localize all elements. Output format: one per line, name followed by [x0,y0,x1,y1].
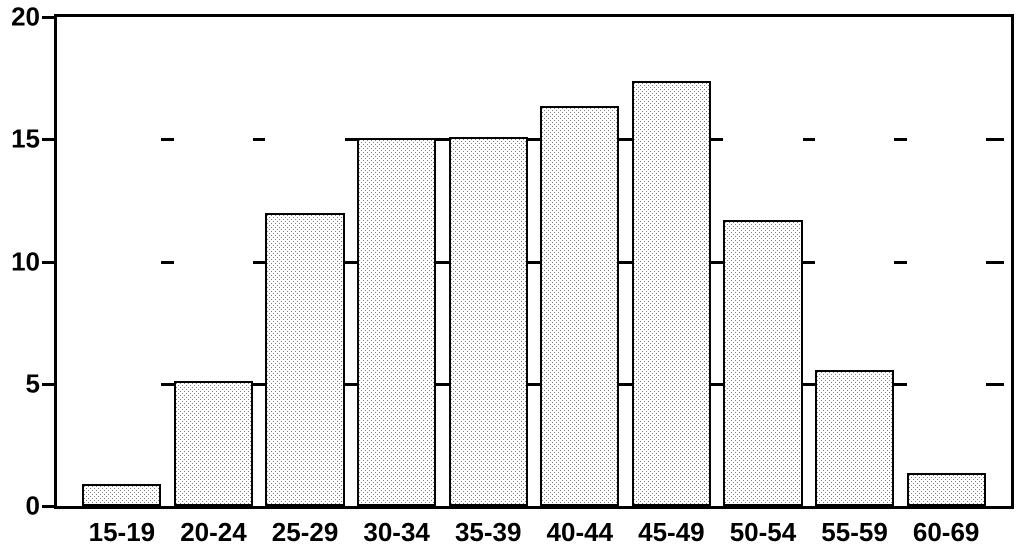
grid-dash [894,383,906,386]
y-tick-mark [42,383,54,386]
x-tick-label: 50-54 [730,517,797,548]
bar [265,213,344,506]
bar [449,137,528,506]
grid-dash [253,383,265,386]
grid-dash [711,383,723,386]
grid-dash [711,261,723,264]
x-tick-label: 40-44 [547,517,614,548]
grid-dash [161,138,173,141]
grid-dash [619,383,631,386]
grid-dash [986,261,1004,264]
bar [632,81,711,506]
plot-area [54,14,1014,509]
x-tick-label: 25-29 [272,517,339,548]
y-tick-label: 10 [0,246,40,277]
grid-dash [619,138,631,141]
grid-dash [528,383,540,386]
grid-dash [711,138,723,141]
bar [907,473,986,506]
x-tick-label: 15-19 [89,517,156,548]
grid-dash [528,261,540,264]
x-tick-label: 45-49 [638,517,705,548]
grid-dash [253,138,265,141]
grid-dash [619,261,631,264]
y-tick-mark [42,505,54,508]
grid-dash [345,383,357,386]
y-tick-mark [42,261,54,264]
y-tick-mark [42,16,54,19]
bar [723,220,802,506]
grid-dash [986,383,1004,386]
histogram-chart: 0 5 10 15 20 15-19 20-24 25-29 30-34 35-39 40-44 45… [0,0,1024,559]
grid-dash [528,138,540,141]
grid-dash [253,261,265,264]
y-tick-label: 20 [0,2,40,33]
x-tick-label: 55-59 [821,517,888,548]
grid-dash [345,261,357,264]
grid-dash [803,138,815,141]
bar [82,484,161,506]
x-tick-label: 35-39 [455,517,522,548]
grid-dash [894,261,906,264]
grid-dash [161,383,173,386]
x-tick-label: 30-34 [363,517,430,548]
y-tick-mark [42,138,54,141]
x-tick-label: 20-24 [180,517,247,548]
bar [815,370,894,506]
grid-dash [803,261,815,264]
grid-dash [161,261,173,264]
bar [174,381,253,506]
y-tick-label: 15 [0,124,40,155]
grid-dash [894,138,906,141]
bar [357,138,436,506]
x-tick-label: 60-69 [913,517,980,548]
grid-dash [803,383,815,386]
y-tick-label: 0 [0,491,40,522]
grid-dash [436,261,448,264]
grid-dash [436,383,448,386]
bar [540,106,619,506]
y-tick-label: 5 [0,368,40,399]
grid-dash [345,138,357,141]
grid-dash [436,138,448,141]
grid-dash [986,138,1004,141]
